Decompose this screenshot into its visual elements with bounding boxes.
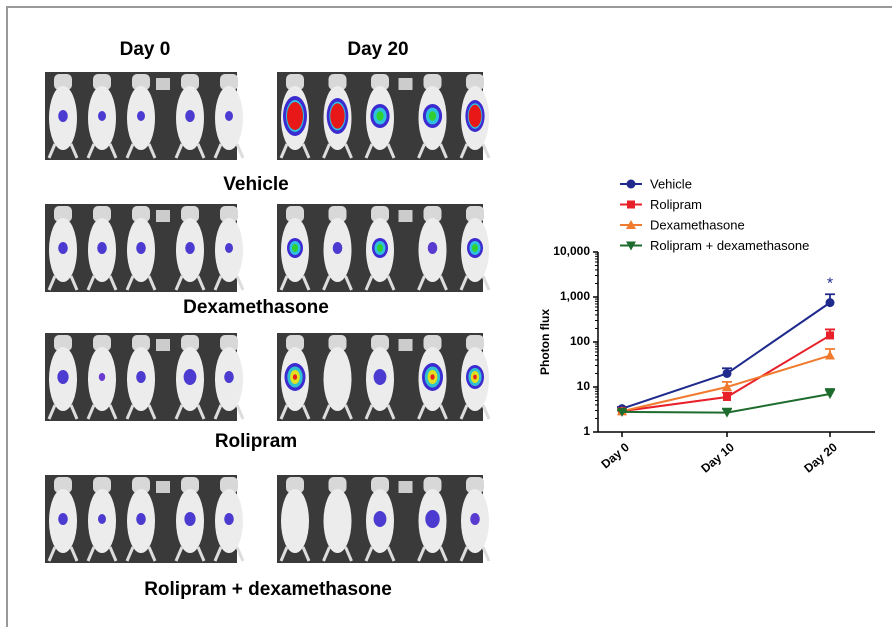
mouse-body <box>324 489 352 553</box>
signal <box>224 513 234 525</box>
signal <box>224 371 234 383</box>
signal <box>472 244 478 252</box>
data-point <box>826 331 834 339</box>
data-point <box>826 298 835 307</box>
signal <box>374 511 387 527</box>
signal <box>330 103 344 128</box>
marker-box <box>156 78 170 90</box>
legend-label: Dexamethasone <box>650 217 745 232</box>
signal <box>429 111 436 121</box>
signal <box>333 242 343 254</box>
marker-box <box>156 339 170 351</box>
legend-marker <box>627 201 635 209</box>
signal <box>425 510 439 528</box>
signal <box>137 111 145 121</box>
y-axis-label: Photon flux <box>538 309 552 375</box>
y-tick-label: 10,000 <box>553 244 590 258</box>
data-point <box>723 369 732 378</box>
signal <box>430 374 434 380</box>
column-header: Day 20 <box>347 39 408 60</box>
column-header: Day 0 <box>120 39 171 60</box>
signal <box>184 512 195 526</box>
signal <box>374 369 387 385</box>
data-point <box>723 393 731 401</box>
signal <box>185 242 195 254</box>
row-label: Rolipram <box>215 431 297 452</box>
signal <box>97 242 107 254</box>
signal <box>136 371 146 383</box>
annotation: * <box>827 275 833 292</box>
y-tick-label: 100 <box>570 334 590 348</box>
signal <box>225 243 233 253</box>
signal <box>287 102 303 130</box>
signal <box>185 110 195 122</box>
row-label: Rolipram + dexamethasone <box>144 579 392 600</box>
signal <box>98 514 106 524</box>
signal <box>292 244 298 252</box>
marker-box <box>399 481 413 493</box>
signal <box>58 513 68 525</box>
signal <box>184 369 197 385</box>
row-label: Dexamethasone <box>183 297 329 318</box>
figure: Day 0 Day 20 Vehicle Dexamethasone Rolip… <box>0 0 892 627</box>
signal <box>98 111 106 121</box>
y-tick-label: 1,000 <box>560 289 590 303</box>
legend-label: Rolipram + dexamethasone <box>650 238 809 253</box>
marker-box <box>399 78 413 90</box>
signal <box>376 111 383 121</box>
signal <box>469 105 482 127</box>
signal <box>136 242 146 254</box>
signal <box>377 244 383 252</box>
signal <box>293 374 297 380</box>
mouse-body <box>281 489 309 553</box>
signal <box>57 370 68 384</box>
y-tick-label: 1 <box>583 424 590 438</box>
signal <box>58 110 68 122</box>
signal <box>473 375 477 380</box>
marker-box <box>156 210 170 222</box>
y-tick-label: 10 <box>577 379 591 393</box>
marker-box <box>399 339 413 351</box>
signal <box>99 373 105 381</box>
signal <box>470 513 480 525</box>
signal <box>225 111 233 121</box>
legend-label: Vehicle <box>650 176 692 191</box>
mouse-body <box>324 347 352 411</box>
row-label: Vehicle <box>223 174 289 195</box>
marker-box <box>399 210 413 222</box>
signal <box>136 513 146 525</box>
legend-label: Rolipram <box>650 197 702 212</box>
signal <box>428 242 438 254</box>
legend-marker <box>627 180 636 189</box>
signal <box>58 242 68 254</box>
marker-box <box>156 481 170 493</box>
